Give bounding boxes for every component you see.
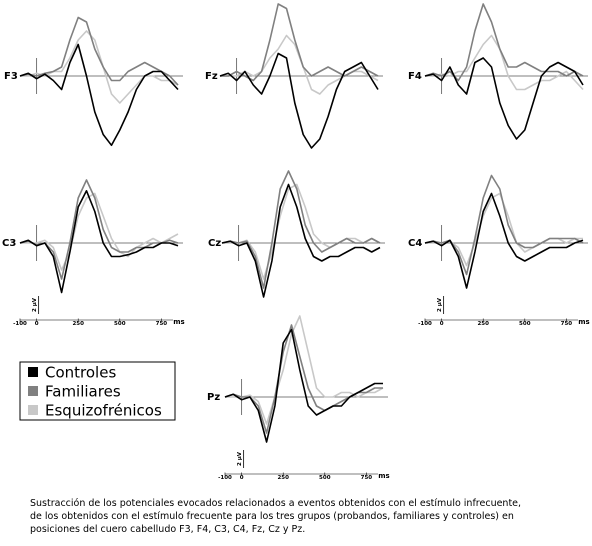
waveform <box>19 190 179 294</box>
x-tick-label: 500 <box>114 321 126 327</box>
legend-box <box>19 361 176 421</box>
x-tick-label: -100 <box>218 475 232 481</box>
waveform <box>425 34 584 91</box>
waveform <box>424 174 584 276</box>
x-tick-label: -100 <box>418 321 432 327</box>
legend-label: Esquizofrénicos <box>45 402 162 420</box>
x-tick-label: 0 <box>440 321 444 327</box>
x-axis-label: ms <box>173 318 184 326</box>
legend-swatch <box>28 405 38 415</box>
x-tick-label: 250 <box>477 321 489 327</box>
x-tick-label: 750 <box>156 321 168 327</box>
x-tick-label: 250 <box>277 475 289 481</box>
panel-title: Pz <box>207 392 220 403</box>
waveform <box>20 192 179 271</box>
waveform <box>224 324 383 434</box>
panel-title: C3 <box>2 238 16 249</box>
x-tick-label: -100 <box>13 321 27 327</box>
waveform <box>225 315 384 425</box>
legend-swatch <box>28 367 38 377</box>
panel-title: C4 <box>408 238 422 249</box>
x-axis-label: ms <box>578 318 589 326</box>
x-tick-label: 500 <box>519 321 531 327</box>
x-tick-label: 500 <box>319 475 331 481</box>
x-tick-label: 0 <box>240 475 244 481</box>
waveform <box>424 192 584 289</box>
panel-title: Fz <box>205 71 218 82</box>
panel-title: F3 <box>4 71 18 82</box>
waveform <box>221 183 381 298</box>
x-tick-label: 0 <box>35 321 39 327</box>
waveform <box>222 183 381 280</box>
waveform <box>224 328 383 443</box>
caption-line: de los obtenidos con el estímulo frecuen… <box>30 511 514 522</box>
panel-title: Cz <box>208 238 221 249</box>
x-tick-label: 250 <box>72 321 84 327</box>
scale-label: 2 µV <box>437 297 443 312</box>
waveform <box>220 3 379 82</box>
waveform <box>221 170 381 289</box>
waveform <box>424 3 584 82</box>
caption-line: posiciones del cuero cabelludo F3, F4, C… <box>30 524 305 535</box>
panel-title: F4 <box>408 71 422 82</box>
legend-label: Controles <box>45 364 116 382</box>
legend-swatch <box>28 386 38 396</box>
x-tick-label: 750 <box>561 321 573 327</box>
waveform <box>424 57 584 140</box>
waveform <box>19 43 179 147</box>
x-tick-label: 750 <box>361 475 373 481</box>
scale-label: 2 µV <box>32 297 38 312</box>
waveform <box>220 34 379 95</box>
x-axis-label: ms <box>378 472 389 480</box>
waveform <box>219 52 379 149</box>
waveform <box>19 16 179 86</box>
scale-label: 2 µV <box>237 451 243 466</box>
legend-label: Familiares <box>45 383 121 401</box>
caption-line: Sustracción de los potenciales evocados … <box>30 498 521 509</box>
